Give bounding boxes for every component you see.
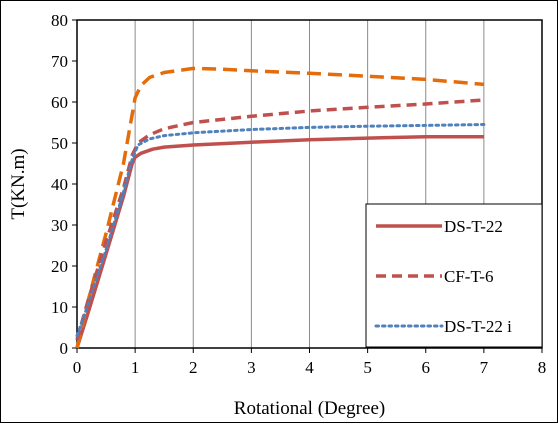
x-tick-label: 8 (538, 358, 547, 377)
legend-label: DS-T-22 (444, 217, 503, 236)
y-tick-label: 30 (51, 216, 68, 235)
x-axis-title: Rotational (Degree) (234, 398, 385, 419)
x-tick-label: 4 (305, 358, 314, 377)
x-tick-label: 3 (247, 358, 256, 377)
y-tick-label: 40 (51, 175, 68, 194)
x-tick-label: 7 (480, 358, 489, 377)
x-tick-label: 5 (363, 358, 372, 377)
x-tick-label: 2 (189, 358, 198, 377)
y-tick-label: 80 (51, 11, 68, 30)
y-tick-label: 0 (60, 339, 69, 358)
series-layer (75, 66, 486, 349)
y-tick-label: 60 (51, 93, 68, 112)
x-tick-label: 6 (422, 358, 431, 377)
series-line-4 (75, 123, 486, 338)
x-tick-label: 0 (73, 358, 82, 377)
y-axis-title: T(KN.m) (8, 148, 29, 219)
legend: DS-T-22 CF-T-6 DS-T-22 i (365, 203, 543, 348)
series-line-2 (75, 66, 485, 349)
y-tick-label: 50 (51, 134, 68, 153)
y-tick-label: 20 (51, 257, 68, 276)
x-tick-label: 1 (131, 358, 140, 377)
legend-label: DS-T-22 i (444, 317, 512, 336)
series-line-3 (75, 98, 485, 341)
y-tick-label: 10 (51, 298, 68, 317)
legend-label: CF-T-6 (444, 267, 493, 286)
y-tick-label: 70 (51, 52, 68, 71)
